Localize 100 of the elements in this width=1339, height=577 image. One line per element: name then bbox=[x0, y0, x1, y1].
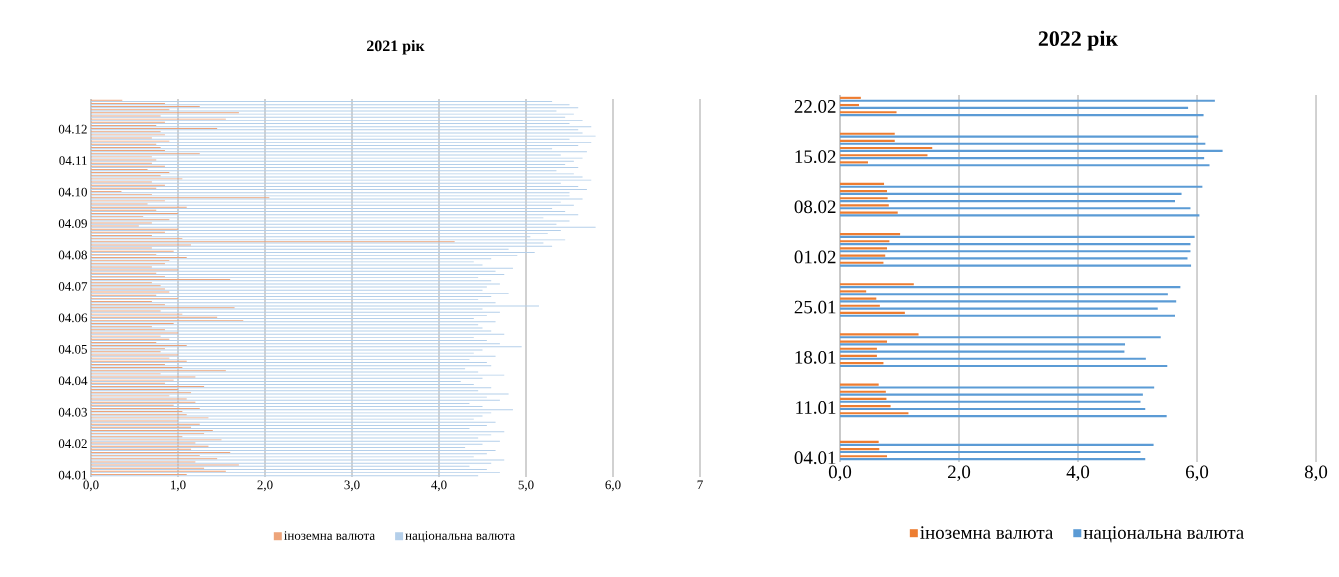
bar bbox=[840, 297, 877, 300]
bar bbox=[840, 235, 1195, 238]
bar bbox=[840, 311, 905, 314]
bar bbox=[840, 240, 890, 243]
bar bbox=[840, 96, 861, 99]
x-tick-label: 4,0 bbox=[1066, 465, 1090, 482]
bar bbox=[840, 400, 1141, 403]
bar bbox=[840, 264, 1192, 267]
bar bbox=[840, 440, 879, 444]
bar bbox=[840, 142, 1206, 145]
bar bbox=[840, 390, 886, 393]
y-tick-label: 22.02 bbox=[794, 100, 836, 113]
bar bbox=[840, 386, 1155, 389]
bar bbox=[840, 283, 914, 286]
bar bbox=[840, 164, 1210, 167]
y-tick-label: 04.08 bbox=[58, 250, 87, 260]
y-tick-label: 18.01 bbox=[795, 350, 836, 364]
bar bbox=[840, 393, 1143, 396]
legend-label: іноземна валюта bbox=[284, 531, 375, 540]
bar bbox=[840, 304, 880, 307]
bar bbox=[840, 192, 1182, 195]
y-tick-label: 04.03 bbox=[58, 407, 87, 417]
y-tick-label: 04.07 bbox=[58, 282, 88, 291]
x-tick-label: 0,0 bbox=[83, 480, 99, 492]
y-tick-label: 15.02 bbox=[795, 150, 836, 164]
bar bbox=[840, 146, 933, 150]
bar bbox=[840, 106, 1189, 109]
chart-title: 2022 рік bbox=[1038, 30, 1119, 51]
x-tick-label: 3,0 bbox=[344, 480, 360, 492]
bar bbox=[840, 243, 1191, 246]
x-tick-label: 2,0 bbox=[948, 465, 971, 482]
y-tick-label: 08.02 bbox=[794, 200, 836, 214]
y-tick-label: 04.11 bbox=[59, 156, 87, 166]
bar bbox=[840, 103, 860, 107]
x-tick-label: 2,0 bbox=[257, 480, 273, 492]
x-tick-label: 8,0 bbox=[1304, 465, 1328, 482]
bar bbox=[840, 347, 877, 350]
y-tick-label: 01.02 bbox=[794, 250, 836, 264]
bar bbox=[840, 185, 1203, 188]
bar bbox=[840, 407, 1146, 411]
bar bbox=[840, 354, 877, 357]
bar bbox=[840, 343, 1126, 346]
bar bbox=[840, 132, 895, 135]
bar bbox=[840, 314, 1175, 317]
x-tick-label: 5,0 bbox=[518, 480, 534, 492]
bar bbox=[840, 397, 887, 400]
bar bbox=[840, 405, 891, 408]
bar bbox=[840, 154, 928, 157]
bar bbox=[840, 247, 888, 250]
bar bbox=[840, 139, 895, 142]
x-tick-label: 7 bbox=[697, 480, 703, 490]
bar bbox=[840, 114, 1204, 117]
bar bbox=[840, 211, 898, 214]
x-tick-label: 0,0 bbox=[828, 465, 852, 482]
bar bbox=[840, 300, 1177, 303]
bar bbox=[840, 443, 1154, 446]
bar bbox=[840, 99, 1215, 102]
bar bbox=[840, 161, 868, 164]
bar bbox=[840, 458, 1146, 461]
y-tick-label: 04.01 bbox=[794, 451, 836, 465]
bar bbox=[840, 149, 1223, 152]
y-tick-label: 04.09 bbox=[58, 219, 87, 228]
bar bbox=[840, 383, 879, 386]
x-tick-label: 6,0 bbox=[605, 480, 621, 492]
chart-title: 2021 рік bbox=[367, 40, 425, 55]
bar bbox=[840, 293, 1168, 296]
y-tick-label: 04.02 bbox=[58, 439, 87, 449]
legend-label: національна валюта bbox=[1083, 526, 1244, 543]
bar bbox=[840, 182, 885, 185]
bar bbox=[840, 250, 1191, 253]
bar bbox=[840, 207, 1191, 210]
bar bbox=[840, 357, 1146, 360]
bar bbox=[840, 257, 1188, 260]
bar bbox=[840, 261, 884, 264]
bar bbox=[840, 450, 1141, 454]
bar bbox=[840, 340, 888, 343]
x-tick-label: 1,0 bbox=[171, 480, 186, 492]
y-tick-label: 25.01 bbox=[794, 300, 836, 314]
bar bbox=[840, 111, 897, 114]
y-tick-label: 11.01 bbox=[796, 401, 836, 414]
bar bbox=[840, 364, 1168, 368]
x-tick-label: 4,0 bbox=[431, 480, 447, 492]
bar bbox=[840, 189, 888, 193]
bar bbox=[840, 254, 886, 257]
legend-label: іноземна валюта bbox=[920, 526, 1054, 539]
bar bbox=[840, 286, 1181, 289]
bar bbox=[840, 157, 1205, 160]
bar bbox=[840, 200, 1175, 203]
bar bbox=[840, 214, 1200, 217]
bar bbox=[840, 204, 889, 207]
y-tick-label: 04.04 bbox=[58, 376, 88, 386]
bar bbox=[840, 197, 888, 200]
bar bbox=[840, 362, 884, 365]
bar bbox=[840, 448, 880, 451]
y-tick-label: 04.01 bbox=[58, 470, 87, 480]
y-tick-label: 04.05 bbox=[58, 344, 87, 354]
legend-label: національна валюта bbox=[405, 531, 516, 543]
x-tick-label: 6,0 bbox=[1186, 465, 1209, 482]
bar bbox=[840, 307, 1158, 310]
y-tick-label: 04.10 bbox=[58, 187, 87, 197]
